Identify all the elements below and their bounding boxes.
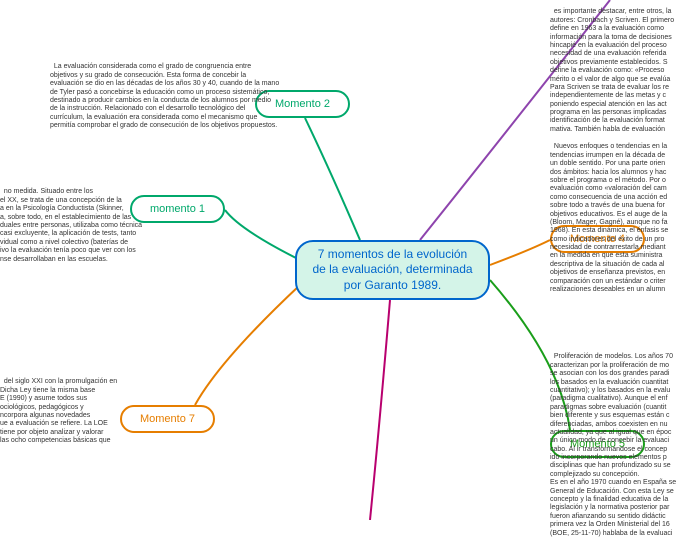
conn-m2 — [305, 118, 360, 240]
moment-7-node[interactable]: Momento 7 — [120, 405, 215, 433]
conn-m6-off — [370, 300, 390, 520]
moment-1-label: momento 1 — [150, 203, 205, 215]
text-moment-5-desc: Proliferación de modelos. Los años 70 ca… — [550, 345, 696, 538]
text-top-right-desc: es importante destacar, entre otros, la … — [550, 0, 696, 134]
center-node[interactable]: 7 momentos de la evolución de la evaluac… — [295, 240, 490, 300]
moment-2-label: Momento 2 — [275, 98, 330, 110]
text-moment-2-desc: La evaluación considerada como el grado … — [50, 55, 280, 131]
conn-m7 — [195, 285, 300, 405]
text-moment-1-desc: no medida. Situado entre los el XX, se t… — [0, 180, 145, 264]
center-label: 7 momentos de la evolución de la evaluac… — [311, 247, 474, 294]
text-moment-7-desc: del siglo XXI con la promulgación en Dic… — [0, 370, 130, 446]
text-moment-4-desc: Nuevos enfoques o tendencias en la tende… — [550, 135, 696, 294]
conn-m1 — [225, 210, 300, 260]
conn-m4 — [490, 240, 550, 265]
moment-7-label: Momento 7 — [140, 413, 195, 425]
